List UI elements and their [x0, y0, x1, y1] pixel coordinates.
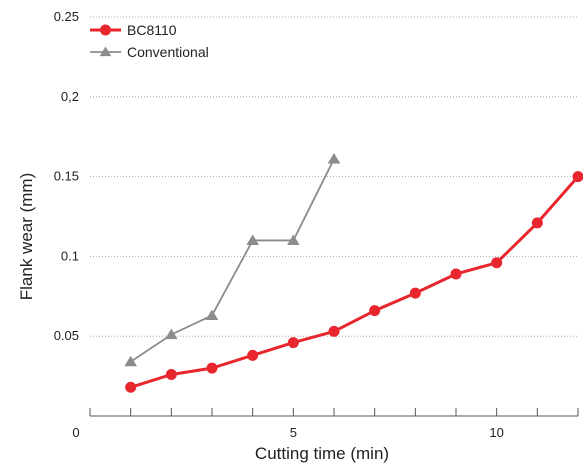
x-tick-label: 10: [489, 425, 503, 440]
bc8110-point: [287, 337, 299, 349]
tick-labels: 0.05 0.1 0.15 0,2 0.25 0 5 10: [54, 9, 504, 440]
x-axis-title: Cutting time (min): [255, 444, 389, 463]
legend-label-bc8110: BC8110: [127, 22, 177, 38]
legend-circle-marker: [100, 24, 111, 36]
bc8110-point: [165, 369, 177, 381]
y-tick-label: 0.1: [61, 248, 79, 263]
conventional-point: [205, 309, 219, 320]
bc8110-point: [206, 362, 218, 374]
grid-lines: [90, 16, 578, 337]
conventional-point: [327, 153, 341, 164]
bc8110-line: [130, 175, 580, 389]
conventional-point: [246, 234, 259, 245]
bc8110-point: [369, 305, 381, 317]
legend-triangle-marker: [99, 46, 112, 57]
bc8110-point: [450, 268, 462, 280]
conventional-point: [287, 234, 300, 245]
conventional-point: [165, 328, 178, 340]
bc8110-point: [572, 171, 583, 183]
conventional-line: [130, 158, 335, 363]
x-axis: [89, 408, 579, 417]
x-tick-label: 5: [290, 425, 297, 440]
conventional-point: [124, 355, 137, 367]
y-axis-title: Flank wear (mm): [17, 173, 36, 301]
bc8110-point: [531, 217, 543, 229]
y-tick-label: 0.15: [54, 169, 79, 184]
y-tick-label: 0,2: [61, 89, 79, 104]
legend-label-conventional: Conventional: [127, 44, 209, 60]
bc8110-point: [328, 325, 340, 337]
legend: BC8110 Conventional: [90, 22, 209, 60]
bc8110-point: [125, 381, 137, 393]
series-layer: [124, 153, 583, 393]
y-tick-label: 0.05: [54, 328, 79, 343]
bc8110-point: [491, 257, 503, 269]
bc8110-point: [409, 287, 421, 299]
x-tick-label: 0: [72, 425, 79, 440]
y-tick-label: 0.25: [54, 9, 79, 24]
bc8110-point: [247, 349, 259, 361]
